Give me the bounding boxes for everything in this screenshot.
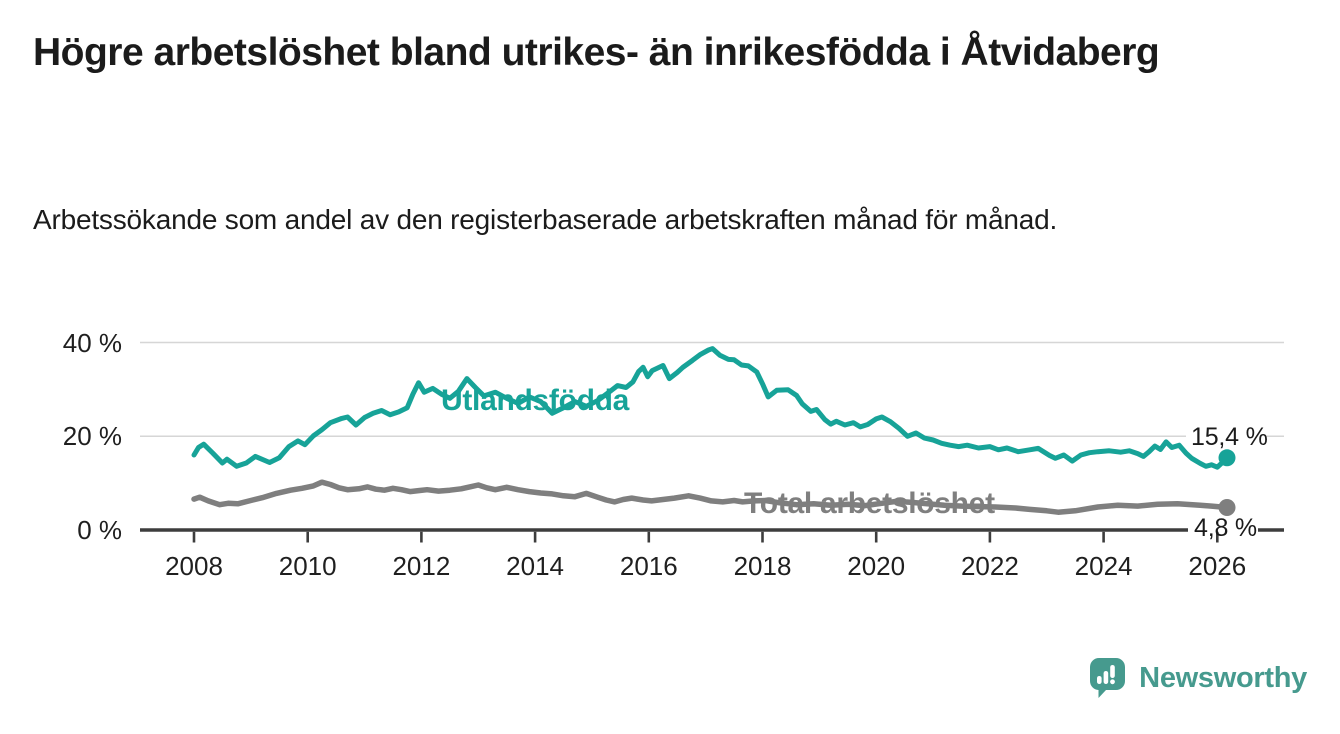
x-tick-label-2020: 2020 bbox=[847, 551, 906, 581]
chart-subtitle: Arbetssökande som andel av den registerb… bbox=[33, 204, 1058, 235]
x-tick-label-2026: 2026 bbox=[1188, 551, 1247, 581]
x-tick-label-2024: 2024 bbox=[1074, 551, 1133, 581]
end-dot-total-arbetsloshet bbox=[1218, 499, 1236, 516]
series-label-utlandsfodda: Utlandsfödda bbox=[441, 384, 630, 417]
page-title: Högre arbetslöshet bland utrikes- än inr… bbox=[33, 31, 1160, 74]
end-value-label-total: 4,8 % bbox=[1194, 514, 1257, 542]
x-tick-label-2016: 2016 bbox=[619, 551, 678, 581]
end-dot-utlandsfodda bbox=[1218, 449, 1236, 467]
newsworthy-wordmark: Newsworthy bbox=[1139, 661, 1307, 694]
y-tick-label-20: 20 % bbox=[62, 421, 122, 452]
y-tick-label-40: 40 % bbox=[62, 327, 122, 358]
x-tick-label-2012: 2012 bbox=[392, 551, 451, 581]
newsworthy-logo[interactable]: Newsworthy bbox=[1089, 656, 1307, 700]
x-tick-label-2018: 2018 bbox=[733, 551, 792, 581]
newsworthy-logo-icon bbox=[1089, 657, 1126, 699]
end-value-label-utlandsfodda: 15,4 % bbox=[1191, 423, 1268, 451]
x-tick-label-2008: 2008 bbox=[165, 551, 223, 581]
x-tick-label-2014: 2014 bbox=[506, 551, 565, 581]
x-tick-label-2022: 2022 bbox=[960, 551, 1019, 581]
line-total-arbetsloshet bbox=[191, 479, 1230, 515]
line-utlandsfodda bbox=[191, 346, 1230, 470]
x-tick-label-2010: 2010 bbox=[278, 551, 337, 581]
series-label-total-arbetsloshet: Total arbetslöshet bbox=[744, 487, 995, 520]
y-tick-label-0: 0 % bbox=[77, 515, 122, 545]
